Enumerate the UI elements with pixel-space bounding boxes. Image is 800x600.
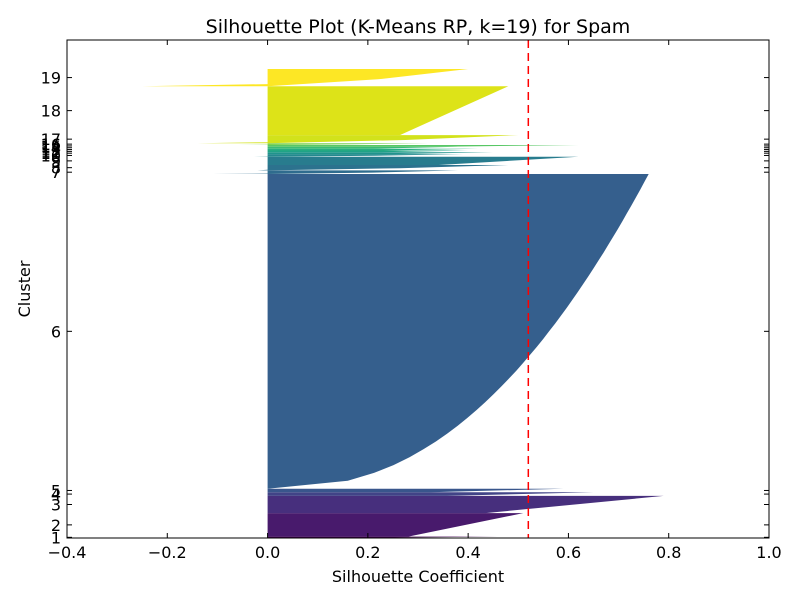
y-tick-label: 4: [51, 485, 61, 504]
cluster-17-bar: [197, 135, 519, 144]
y-tick-label: 18: [41, 102, 61, 121]
cluster-15-bar: [267, 145, 579, 147]
x-tick-label: 0.4: [455, 543, 480, 562]
y-tick-label: 8: [51, 159, 61, 178]
y-tick-label: 7: [51, 163, 61, 182]
cluster-11-bar: [267, 152, 494, 155]
y-tick-label: 13: [41, 141, 61, 160]
y-axis-label: Cluster: [15, 260, 34, 317]
chart-title: Silhouette Plot (K-Means RP, k=19) for S…: [206, 16, 631, 38]
y-tick-label: 3: [51, 495, 61, 514]
y-tick-label: 2: [51, 516, 61, 535]
y-tick-label: 1: [51, 528, 61, 547]
y-tick-label: 16: [41, 135, 61, 154]
y-tick-label: 17: [41, 130, 61, 149]
y-tick-label: 12: [41, 142, 61, 161]
y-tick-label: 15: [41, 137, 61, 156]
x-tick-label: 0.8: [656, 543, 681, 562]
cluster-7-bar: [212, 170, 459, 174]
y-tick-label: 10: [41, 146, 61, 165]
y-tick-label: 11: [41, 144, 61, 163]
cluster-19-bar: [142, 69, 469, 87]
x-tick-label: −0.4: [48, 543, 87, 562]
x-tick-label: 0.0: [255, 543, 280, 562]
cluster-3-bar: [267, 495, 664, 514]
cluster-16-bar: [237, 143, 428, 145]
y-tick-label: 9: [51, 152, 61, 171]
silhouette-bars: [142, 69, 664, 538]
cluster-18-bar: [267, 86, 509, 136]
cluster-12-bar: [267, 150, 469, 153]
cluster-5-bar: [267, 488, 564, 493]
cluster-10-bar: [252, 154, 464, 157]
cluster-8-bar: [257, 165, 509, 171]
cluster-2-bar: [267, 513, 524, 537]
x-tick-label: 0.6: [556, 543, 581, 562]
cluster-1-bar: [172, 536, 499, 538]
cluster-14-bar: [267, 146, 459, 149]
y-tick-label: 14: [41, 139, 61, 158]
x-tick-label: 0.2: [355, 543, 380, 562]
y-tick-label: 5: [51, 481, 61, 500]
cluster-6-bar: [267, 174, 649, 489]
cluster-13-bar: [267, 148, 479, 151]
y-tick-label: 19: [41, 69, 61, 88]
x-axis-label: Silhouette Coefficient: [332, 567, 504, 586]
cluster-9-bar: [267, 156, 579, 165]
x-axis-ticks: −0.4 −0.2 0.0 0.2 0.4 0.6 0.8 1.0: [48, 40, 782, 562]
y-tick-label: 6: [51, 322, 61, 341]
cluster-4-bar: [267, 492, 594, 496]
x-tick-label: −0.2: [148, 543, 187, 562]
x-tick-label: 1.0: [756, 543, 781, 562]
plot-frame: [66, 39, 770, 539]
